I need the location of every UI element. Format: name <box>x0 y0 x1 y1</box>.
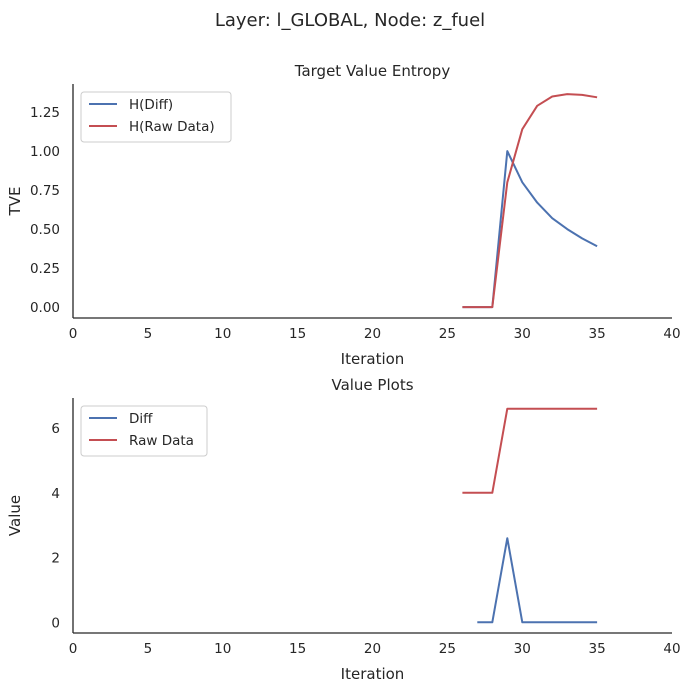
y-tick-label: 0.50 <box>30 222 60 238</box>
y-tick-label: 0.00 <box>30 300 60 316</box>
x-axis-label: Iteration <box>341 665 405 683</box>
y-tick-label: 0 <box>51 615 60 631</box>
y-tick-label: 4 <box>51 486 60 502</box>
y-tick-label: 6 <box>51 421 60 437</box>
y-tick-label: 0.75 <box>30 183 60 199</box>
legend-box <box>80 91 232 143</box>
legend-label: H(Raw Data) <box>129 119 215 135</box>
chart-title: Value Plots <box>331 376 413 394</box>
series-line <box>477 537 598 624</box>
series-line <box>462 93 598 309</box>
y-tick-label: 2 <box>51 551 60 567</box>
series-line <box>462 150 598 309</box>
x-tick-label: 40 <box>663 326 680 342</box>
x-tick-label: 30 <box>514 641 531 657</box>
chart-value: Value Plots 0 5 10 15 20 25 30 35 40 0 2 4 6 Iteration… <box>6 376 681 683</box>
x-tick-label: 5 <box>144 326 153 342</box>
x-tick-label: 0 <box>69 641 78 657</box>
x-tick-label: 35 <box>589 326 606 342</box>
chart-title: Target Value Entropy <box>294 62 451 80</box>
x-tick-label: 40 <box>663 641 680 657</box>
x-tick-label: 0 <box>69 326 78 342</box>
x-tick-label: 25 <box>439 326 456 342</box>
legend-label: Raw Data <box>129 433 194 449</box>
y-tick-label: 0.25 <box>30 261 60 277</box>
y-tick-label: 1.00 <box>30 144 60 160</box>
y-axis-label: Value <box>6 495 24 536</box>
x-tick-label: 30 <box>514 326 531 342</box>
legend-label: H(Diff) <box>129 97 173 113</box>
x-tick-label: 10 <box>214 326 231 342</box>
series-line <box>462 407 598 494</box>
legend-label: Diff <box>129 411 153 427</box>
figure-title: Layer: l_GLOBAL, Node: z_fuel <box>214 10 486 31</box>
y-tick-label: 1.25 <box>30 105 60 121</box>
x-tick-label: 35 <box>589 641 606 657</box>
chart-entropy: Target Value Entropy 0 5 10 15 20 25 30 35 40 0.00… <box>6 62 681 368</box>
x-axis-label: Iteration <box>341 350 405 368</box>
x-tick-label: 25 <box>439 641 456 657</box>
x-tick-label: 20 <box>364 326 381 342</box>
x-tick-label: 20 <box>364 641 381 657</box>
y-axis-label: TVE <box>6 187 24 217</box>
x-tick-label: 15 <box>289 326 306 342</box>
x-tick-label: 5 <box>144 641 153 657</box>
x-tick-label: 10 <box>214 641 231 657</box>
x-tick-label: 15 <box>289 641 306 657</box>
